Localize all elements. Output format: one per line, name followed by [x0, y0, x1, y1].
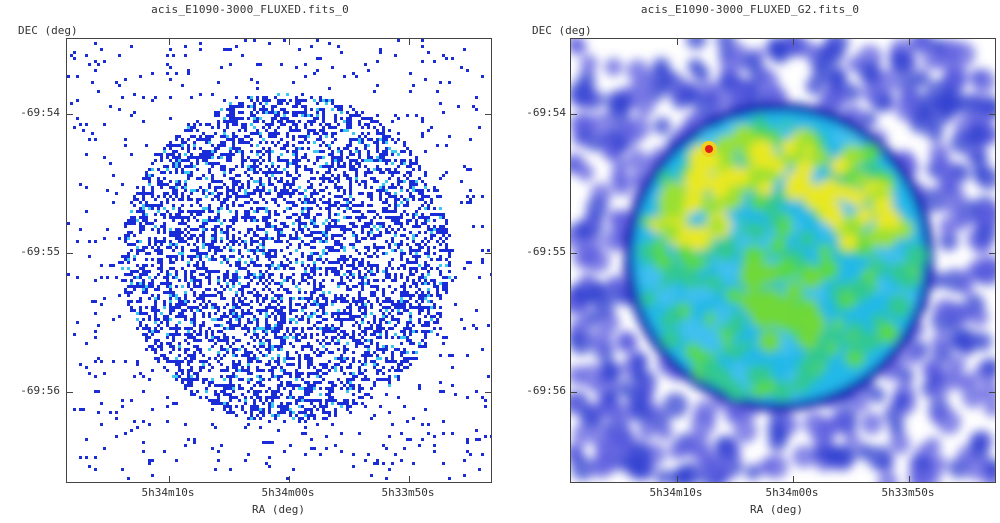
axis-tick [409, 39, 410, 45]
counts-image-canvas[interactable] [66, 38, 492, 483]
axis-tick [571, 114, 577, 115]
ra-tick-label: 5h34m00s [261, 486, 315, 499]
axis-tick [793, 476, 794, 482]
axis-tick [989, 392, 995, 393]
axis-tick [677, 39, 678, 45]
axis-tick [67, 114, 73, 115]
dec-axis-label: DEC (deg) [18, 24, 78, 37]
axis-tick [909, 39, 910, 45]
axis-tick [289, 476, 290, 482]
ra-tick-label: 5h34m00s [765, 486, 819, 499]
smoothed-image-canvas[interactable] [570, 38, 996, 483]
dec-tick-label: -69:55 [20, 245, 60, 258]
axis-tick [909, 476, 910, 482]
axis-tick [485, 253, 491, 254]
axis-tick [989, 253, 995, 254]
dec-tick-label: -69:54 [526, 106, 566, 119]
left-image-panel: acis_E1090-3000_FLUXED.fits_0 DEC (deg) … [18, 3, 492, 516]
dec-axis-label: DEC (deg) [532, 24, 592, 37]
ra-axis-label: RA (deg) [750, 503, 803, 516]
panel-title: acis_E1090-3000_FLUXED.fits_0 [151, 3, 349, 16]
dec-tick-label: -69:55 [526, 245, 566, 258]
ra-tick-label: 5h33m50s [381, 486, 435, 499]
axis-tick [289, 39, 290, 45]
axis-tick [571, 253, 577, 254]
dec-tick-label: -69:56 [526, 384, 566, 397]
axis-tick [571, 392, 577, 393]
dec-tick-label: -69:56 [20, 384, 60, 397]
ra-tick-label: 5h33m50s [881, 486, 935, 499]
axis-tick [677, 476, 678, 482]
axis-tick [409, 476, 410, 482]
dec-tick-label: -69:54 [20, 106, 60, 119]
axis-tick [67, 253, 73, 254]
axis-tick [169, 476, 170, 482]
axis-tick [169, 39, 170, 45]
panel-title: acis_E1090-3000_FLUXED_G2.fits_0 [640, 3, 860, 16]
axis-tick [793, 39, 794, 45]
axis-tick [67, 392, 73, 393]
ra-axis-label: RA (deg) [252, 503, 305, 516]
axis-tick [485, 114, 491, 115]
right-image-panel: acis_E1090-3000_FLUXED_G2.fits_0 DEC (de… [500, 0, 1000, 523]
ra-tick-label: 5h34m10s [649, 486, 703, 499]
axis-tick [989, 114, 995, 115]
axis-tick [485, 392, 491, 393]
ra-tick-label: 5h34m10s [141, 486, 195, 499]
